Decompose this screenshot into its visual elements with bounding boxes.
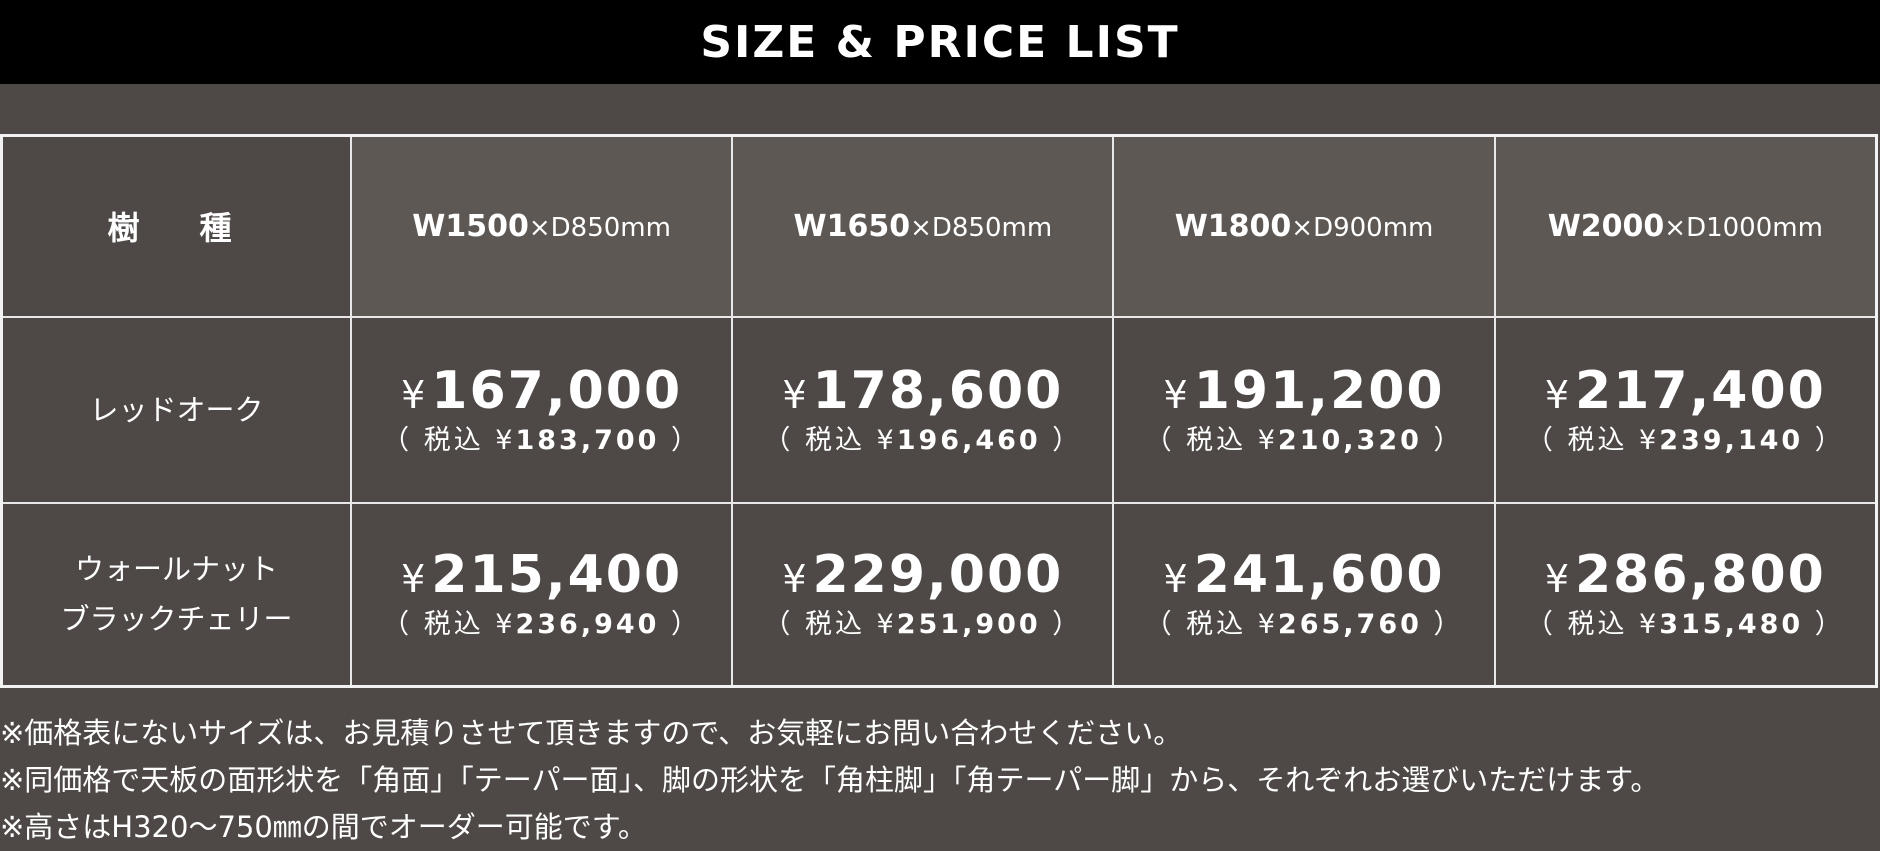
price-cell: ¥217,400 （ 税込 ¥239,140 ）: [1493, 315, 1878, 504]
tax-included-price: （ 税込 ¥183,700 ）: [382, 424, 702, 456]
table-row: レッドオーク ¥167,000 （ 税込 ¥183,700 ） ¥178,600 （ …: [0, 315, 1878, 504]
size-header: W2000×D1000mm: [1493, 134, 1878, 318]
price-cell: ¥286,800 （ 税込 ¥315,480 ）: [1493, 501, 1878, 688]
tax-included-price: （ 税込 ¥265,760 ）: [1144, 609, 1464, 641]
price-cell: ¥215,400 （ 税込 ¥236,940 ）: [349, 501, 734, 688]
price: ¥191,200: [1163, 360, 1445, 421]
size-header: W1500×D850mm: [349, 134, 734, 318]
price-table: 樹 種 W1500×D850mm W1650×D850mm W1800×D900…: [0, 134, 1878, 688]
price-cell: ¥229,000 （ 税込 ¥251,900 ）: [731, 501, 1115, 688]
price-cell: ¥178,600 （ 税込 ¥196,460 ）: [731, 315, 1115, 504]
price: ¥178,600: [782, 360, 1064, 421]
tax-included-price: （ 税込 ¥210,320 ）: [1144, 424, 1464, 456]
price: ¥229,000: [782, 545, 1064, 606]
tax-included-price: （ 税込 ¥251,900 ）: [763, 609, 1083, 641]
tax-included-price: （ 税込 ¥315,480 ）: [1525, 609, 1845, 641]
price-cell: ¥167,000 （ 税込 ¥183,700 ）: [349, 315, 734, 504]
species-header: 樹 種: [0, 134, 352, 318]
price-cell: ¥241,600 （ 税込 ¥265,760 ）: [1112, 501, 1496, 688]
size-header: W1650×D850mm: [731, 134, 1115, 318]
note: ※同価格で天板の面形状を「角面」「テーパー面」、脚の形状を「角柱脚」「角テーパー…: [0, 763, 1660, 797]
table-header-row: 樹 種 W1500×D850mm W1650×D850mm W1800×D900…: [0, 134, 1878, 318]
size-header: W1800×D900mm: [1112, 134, 1496, 318]
tax-included-price: （ 税込 ¥239,140 ）: [1525, 424, 1845, 456]
price: ¥215,400: [401, 545, 683, 606]
tax-included-price: （ 税込 ¥196,460 ）: [763, 424, 1083, 456]
tax-included-price: （ 税込 ¥236,940 ）: [382, 609, 702, 641]
note: ※高さはH320〜750㎜の間でオーダー可能です。: [0, 810, 647, 844]
price-cell: ¥191,200 （ 税込 ¥210,320 ）: [1112, 315, 1496, 504]
table-row: ウォールナット ブラックチェリー ¥215,400 （ 税込 ¥236,940 ） ¥…: [0, 501, 1878, 688]
species-name: レッドオーク: [0, 315, 352, 504]
price: ¥241,600: [1163, 545, 1445, 606]
note: ※価格表にないサイズは、お見積りさせて頂きますので、お気軽にお問い合わせください…: [0, 716, 1183, 750]
price: ¥217,400: [1544, 360, 1826, 421]
title-bar: SIZE & PRICE LIST: [0, 0, 1880, 84]
price: ¥286,800: [1544, 545, 1826, 606]
species-name: ウォールナット ブラックチェリー: [0, 501, 352, 688]
price: ¥167,000: [401, 360, 683, 421]
page-title: SIZE & PRICE LIST: [700, 16, 1180, 68]
notes: ※価格表にないサイズは、お見積りさせて頂きますので、お気軽にお問い合わせください…: [0, 710, 1659, 851]
